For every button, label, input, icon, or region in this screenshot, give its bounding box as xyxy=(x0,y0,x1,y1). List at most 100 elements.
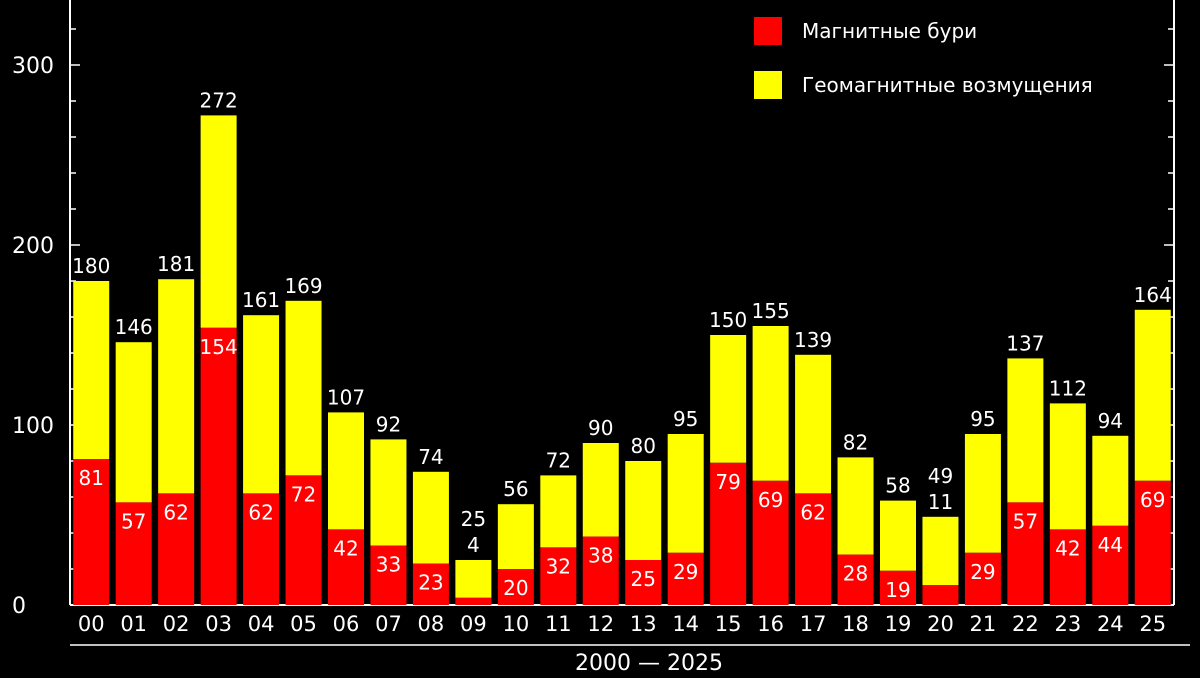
x-tick-label: 25 xyxy=(1139,612,1166,636)
bar-storms xyxy=(752,480,789,605)
bar-storms xyxy=(667,552,704,605)
storms-label: 44 xyxy=(1098,533,1123,557)
storms-label: 62 xyxy=(800,500,825,524)
x-tick-label: 24 xyxy=(1097,612,1124,636)
storms-label: 33 xyxy=(376,553,401,577)
storms-label: 32 xyxy=(546,554,571,578)
total-label: 82 xyxy=(843,430,868,454)
total-label: 92 xyxy=(376,412,401,436)
bar-storms xyxy=(158,493,195,605)
x-tick-label: 10 xyxy=(502,612,529,636)
storms-label: 154 xyxy=(200,335,238,359)
storms-label: 23 xyxy=(418,571,443,595)
bar-disturbances xyxy=(370,439,407,546)
bar-storms xyxy=(795,493,832,605)
bar-disturbances xyxy=(582,443,619,537)
total-label: 164 xyxy=(1134,283,1172,307)
x-tick-label: 02 xyxy=(163,612,190,636)
bar-disturbances xyxy=(625,461,662,560)
storms-label: 20 xyxy=(503,576,528,600)
bar-disturbances xyxy=(328,412,364,530)
legend-label-disturbances: Геомагнитные возмущения xyxy=(802,73,1093,97)
x-tick-label: 17 xyxy=(800,612,827,636)
x-tick-label: 12 xyxy=(587,612,614,636)
x-tick-label: 03 xyxy=(205,612,232,636)
bar-disturbances xyxy=(964,434,1001,553)
bar-storms xyxy=(880,570,916,605)
bar-disturbances xyxy=(922,516,959,586)
bar-storms xyxy=(285,475,322,605)
bar-disturbances xyxy=(837,457,874,555)
storms-label: 29 xyxy=(970,560,995,584)
total-label: 146 xyxy=(115,315,153,339)
bar-storms xyxy=(540,547,577,605)
bar-disturbances xyxy=(667,434,704,553)
total-label: 95 xyxy=(673,407,698,431)
storms-label: 42 xyxy=(1055,536,1080,560)
bar-disturbances xyxy=(540,475,577,548)
bar-disturbances xyxy=(752,326,789,481)
storms-label: 38 xyxy=(588,544,613,568)
total-label: 112 xyxy=(1049,376,1087,400)
x-tick-label: 11 xyxy=(545,612,572,636)
storms-label: 42 xyxy=(333,536,358,560)
total-label: 181 xyxy=(157,252,195,276)
storms-label: 72 xyxy=(291,482,316,506)
total-label: 139 xyxy=(794,328,832,352)
legend-label-storms: Магнитные бури xyxy=(802,19,978,43)
bar-storms xyxy=(1007,502,1044,605)
y-tick-label: 0 xyxy=(12,594,26,619)
bar-disturbances xyxy=(455,560,492,598)
y-tick-label: 300 xyxy=(12,54,54,79)
total-label: 107 xyxy=(327,385,365,409)
bar-disturbances xyxy=(497,504,534,569)
bar-storms xyxy=(243,493,280,605)
data-labels: 1808114657181622721541616216972107429233… xyxy=(72,88,1172,601)
total-label: 94 xyxy=(1098,409,1123,433)
y-tick-label: 200 xyxy=(12,234,54,259)
bar-storms xyxy=(625,560,662,605)
total-label: 180 xyxy=(72,254,110,278)
bar-storms xyxy=(1049,529,1086,605)
bar-disturbances xyxy=(200,115,237,328)
bar-storms xyxy=(1134,480,1171,605)
bar-storms xyxy=(412,563,449,605)
x-tick-label: 19 xyxy=(885,612,912,636)
legend-swatch-storms xyxy=(754,17,782,45)
bar-storms xyxy=(115,502,152,605)
storms-label: 57 xyxy=(121,509,146,533)
x-tick-label: 14 xyxy=(672,612,699,636)
x-tick-label: 20 xyxy=(927,612,954,636)
storms-label: 69 xyxy=(1140,488,1165,512)
storms-label: 81 xyxy=(79,466,104,490)
storms-label: 79 xyxy=(715,470,740,494)
x-tick-label: 05 xyxy=(290,612,317,636)
x-tick-label: 09 xyxy=(460,612,487,636)
total-label: 72 xyxy=(546,448,571,472)
bar-disturbances xyxy=(795,354,832,494)
bar-disturbances xyxy=(1049,403,1086,530)
bar-disturbances xyxy=(158,279,195,494)
storms-label: 69 xyxy=(758,488,783,512)
legend-item-storms: Магнитные бури xyxy=(754,15,977,47)
total-label: 155 xyxy=(752,299,790,323)
total-label: 161 xyxy=(242,288,280,312)
bar-storms xyxy=(200,327,237,605)
total-label: 80 xyxy=(631,434,656,458)
total-label: 150 xyxy=(709,308,747,332)
bar-disturbances xyxy=(710,335,747,463)
x-tick-label: 00 xyxy=(78,612,105,636)
bar-disturbances xyxy=(1134,309,1171,481)
storms-label: 19 xyxy=(885,578,910,602)
bar-disturbances xyxy=(412,471,449,564)
bar-disturbances xyxy=(285,300,322,476)
x-tick-label: 04 xyxy=(248,612,275,636)
x-tick-label: 06 xyxy=(333,612,360,636)
bar-disturbances xyxy=(880,500,916,571)
bar-disturbances xyxy=(243,315,280,494)
legend: Магнитные бури Геомагнитные возмущения xyxy=(754,0,1194,110)
bar-disturbances xyxy=(73,281,110,460)
storms-label: 11 xyxy=(928,490,953,514)
total-label: 49 xyxy=(928,464,953,488)
